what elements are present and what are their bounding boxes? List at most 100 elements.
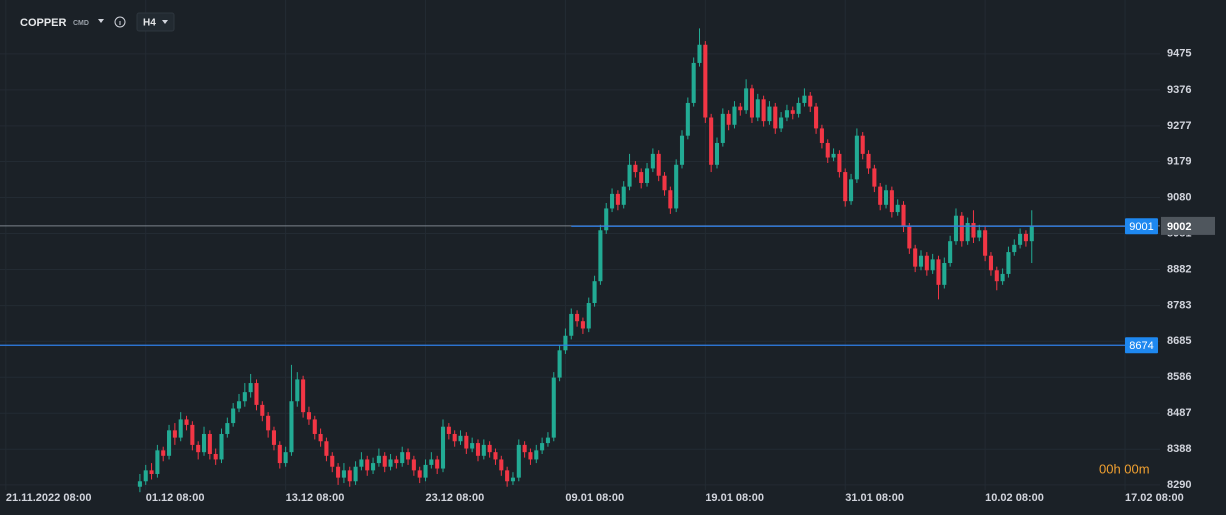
candle-body: [674, 164, 679, 209]
candle-body: [545, 437, 550, 444]
info-icon[interactable]: [114, 16, 126, 28]
candle-body: [633, 164, 638, 173]
candle-body: [260, 404, 265, 416]
market: CMD: [73, 20, 89, 27]
candle-body: [790, 110, 795, 114]
candle-body: [883, 190, 889, 205]
x-tick-label: 17.02 08:00: [1125, 492, 1184, 504]
candle-body: [231, 408, 236, 424]
candle-body: [621, 186, 626, 205]
candle-body: [417, 470, 422, 478]
candle-body: [458, 435, 463, 442]
candle-body: [814, 106, 819, 129]
x-tick-label: 09.01 08:00: [565, 492, 624, 504]
candle-body: [610, 193, 615, 209]
price-level-tag: [1125, 337, 1158, 354]
candle-body: [825, 142, 830, 158]
candle-body: [860, 135, 865, 154]
y-tick-label: 9080: [1167, 191, 1191, 203]
candle-body: [744, 88, 749, 111]
candle-body: [207, 433, 212, 454]
y-tick-label: 8685: [1167, 335, 1191, 347]
candle-body: [866, 153, 871, 169]
candle-body: [668, 190, 673, 209]
candle-body: [872, 168, 877, 187]
candle-body: [178, 419, 183, 438]
candle-body: [167, 430, 172, 456]
candle-body: [388, 459, 393, 467]
candle-body: [779, 117, 784, 129]
candle-body: [901, 204, 906, 227]
timeframe-button[interactable]: [136, 12, 175, 32]
candle-body: [528, 452, 533, 460]
candle-body: [347, 470, 352, 482]
candle-body: [726, 113, 731, 125]
candle-body: [1006, 252, 1011, 274]
candle-body: [575, 313, 580, 322]
candle-body: [953, 215, 959, 242]
candle-body: [400, 452, 405, 464]
candle-body: [435, 459, 440, 469]
candle-body: [924, 255, 929, 271]
candle-body: [184, 419, 189, 425]
dropdown-icon[interactable]: [162, 20, 168, 24]
candle-body: [312, 419, 317, 434]
candle-body: [720, 113, 725, 143]
candle-body: [551, 377, 556, 438]
candle-body: [971, 222, 976, 238]
candle-body: [423, 464, 428, 478]
candle-body: [604, 208, 609, 231]
candle-body: [907, 226, 912, 249]
candle-body: [819, 128, 824, 143]
candle-body: [470, 443, 475, 449]
candle-body: [481, 444, 486, 456]
candle-body: [236, 401, 242, 409]
candle-body: [557, 350, 562, 378]
candle-body: [359, 459, 364, 467]
dropdown-icon[interactable]: [98, 19, 104, 23]
toolbar: COPPER CMD H4: [20, 12, 175, 32]
candle-body: [627, 164, 632, 187]
candle-body: [994, 270, 999, 282]
current-price-label: 9002: [1167, 221, 1191, 233]
candle-body: [382, 455, 387, 467]
price-level-tag: [1125, 218, 1158, 235]
candle-body: [254, 383, 259, 405]
candle-body: [161, 450, 166, 456]
price-level-label: 9001: [1129, 221, 1153, 233]
candle-body: [283, 452, 288, 464]
y-tick-label: 8783: [1167, 299, 1191, 311]
candle-body: [213, 453, 218, 460]
candle-body: [371, 463, 376, 471]
candle-body: [738, 106, 743, 111]
candle-body: [895, 204, 900, 213]
candle-body: [1000, 273, 1005, 282]
candle-body: [225, 423, 230, 434]
candle-body: [155, 450, 160, 474]
candle-body: [942, 263, 947, 285]
candle-body: [580, 321, 585, 329]
candle-body: [703, 44, 708, 118]
candle-body: [493, 452, 498, 460]
candle-body: [697, 44, 702, 63]
candle-body: [522, 444, 527, 453]
candle-body: [353, 466, 358, 482]
candle-body: [295, 379, 300, 402]
x-tick-label: 10.02 08:00: [985, 492, 1044, 504]
y-tick-label: 8882: [1167, 263, 1191, 275]
candle-body: [440, 426, 446, 469]
x-tick-label: 21.11.2022 08:00: [6, 492, 92, 504]
candle-body: [289, 401, 294, 453]
symbol[interactable]: COPPER: [20, 17, 67, 29]
candle-body: [306, 412, 311, 420]
x-tick-label: 13.12 08:00: [286, 492, 345, 504]
candle-body: [767, 106, 772, 122]
candle-body: [1029, 226, 1034, 242]
candle-body: [889, 190, 894, 213]
y-tick-label: 8487: [1167, 407, 1191, 419]
candle-body: [988, 255, 993, 271]
candle-body: [644, 168, 650, 183]
candle-body: [831, 153, 836, 158]
candle-body: [1018, 233, 1023, 245]
